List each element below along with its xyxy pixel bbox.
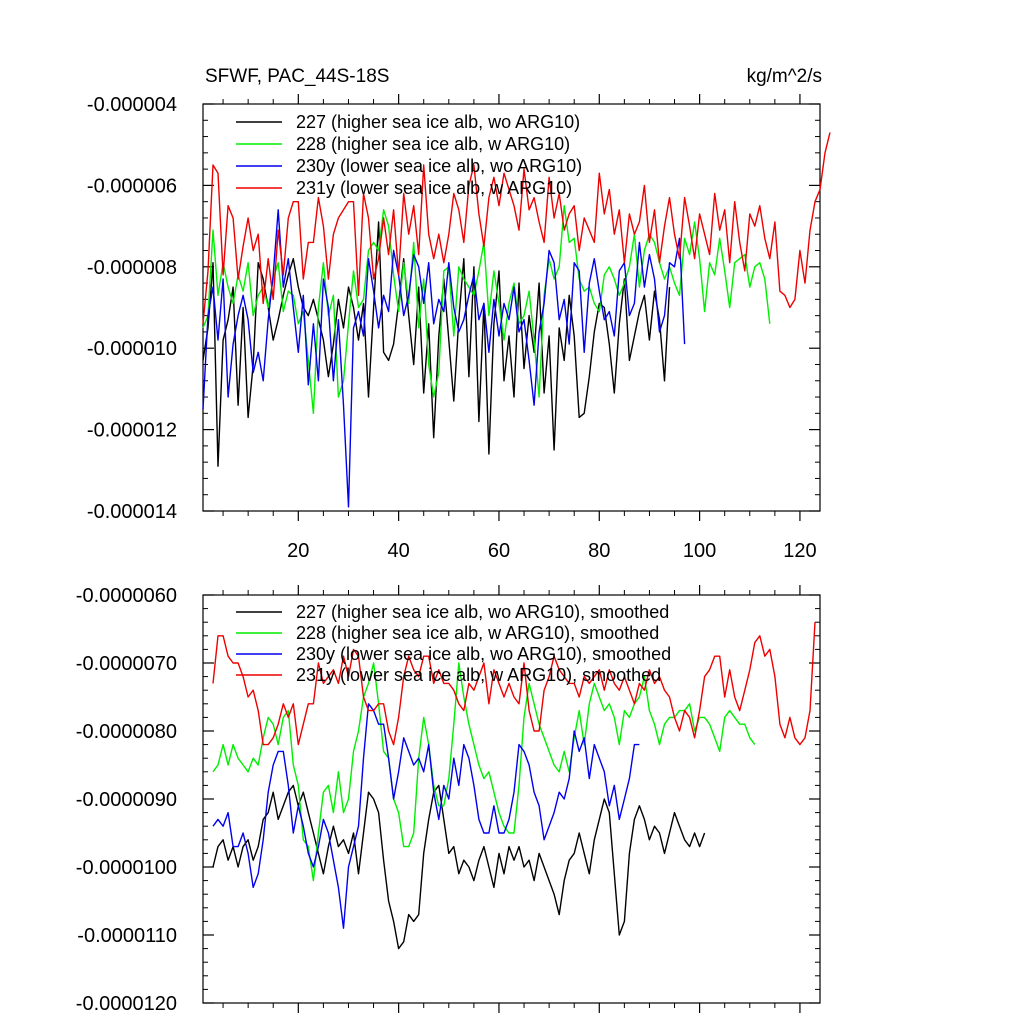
bottom-series-line-1	[212, 662, 756, 882]
top-ytick-label-0: -0.000004	[87, 94, 177, 116]
top-xtick-label-4: 100	[683, 540, 716, 562]
top-ytick-label-1: -0.000006	[87, 175, 177, 197]
top-panel: SFWF, PAC_44S-18S kg/m^2/s -0.000004-0.0…	[87, 66, 831, 562]
bottom-ytick-label-1: -0.0000070	[76, 653, 177, 675]
top-ytick-label-4: -0.000012	[87, 420, 177, 442]
bottom-ytick-label-3: -0.0000090	[76, 789, 177, 811]
bottom-legend: 227 (higher sea ice alb, wo ARG10), smoo…	[236, 602, 671, 685]
bottom-ytick-label-6: -0.0000120	[76, 993, 177, 1015]
bottom-legend-label-0: 227 (higher sea ice alb, wo ARG10), smoo…	[296, 602, 669, 622]
bottom-ytick-label-5: -0.0000110	[77, 925, 177, 947]
bottom-series-group	[212, 622, 816, 950]
top-legend: 227 (higher sea ice alb, wo ARG10)228 (h…	[236, 112, 582, 198]
top-xtick-label-0: 20	[287, 540, 309, 562]
top-legend-label-0: 227 (higher sea ice alb, wo ARG10)	[296, 112, 580, 132]
top-plot-frame	[202, 103, 821, 512]
top-xtick-label-5: 120	[783, 540, 816, 562]
bottom-series-line-2	[212, 703, 640, 929]
top-panel-units: kg/m^2/s	[747, 66, 822, 87]
bottom-series-line-3	[212, 622, 816, 746]
top-legend-label-3: 231y (lower sea ice alb, w ARG10)	[296, 178, 572, 198]
top-series-group	[202, 132, 831, 508]
top-legend-label-1: 228 (higher sea ice alb, w ARG10)	[296, 134, 570, 154]
top-ytick-label-2: -0.000008	[87, 257, 177, 279]
bottom-ytick-label-2: -0.0000080	[76, 721, 177, 743]
top-series-line-3	[202, 132, 831, 324]
top-xtick-label-3: 80	[588, 540, 610, 562]
top-xtick-label-1: 40	[388, 540, 410, 562]
top-tick-group: -0.000004 -0.000006 -0.000008 -0.000010 -0.0…	[87, 94, 820, 562]
bottom-legend-label-2: 230y (lower sea ice alb, wo ARG10), smoo…	[296, 644, 671, 664]
bottom-legend-label-1: 228 (higher sea ice alb, w ARG10), smoot…	[296, 623, 659, 643]
top-panel-title: SFWF, PAC_44S-18S	[205, 66, 389, 87]
top-ytick-label-5: -0.000014	[87, 501, 177, 523]
bottom-tick-group: -0.0000060 -0.0000070 -0.0000080 -0.0000090…	[76, 585, 820, 1015]
bottom-ytick-label-4: -0.0000100	[76, 857, 177, 879]
bottom-panel: -0.0000060 -0.0000070 -0.0000080 -0.0000090…	[76, 585, 821, 1015]
top-series-line-1	[202, 204, 771, 414]
bottom-legend-label-3: 231y (lower sea ice alb, w ARG10), smoot…	[296, 665, 661, 685]
top-series-line-0	[202, 221, 671, 467]
top-xtick-label-2: 60	[488, 540, 510, 562]
bottom-series-line-0	[212, 784, 706, 950]
bottom-ytick-label-0: -0.0000060	[76, 585, 177, 607]
top-series-line-2	[202, 209, 686, 508]
top-ytick-label-3: -0.000010	[87, 338, 177, 360]
top-legend-label-2: 230y (lower sea ice alb, wo ARG10)	[296, 156, 582, 176]
